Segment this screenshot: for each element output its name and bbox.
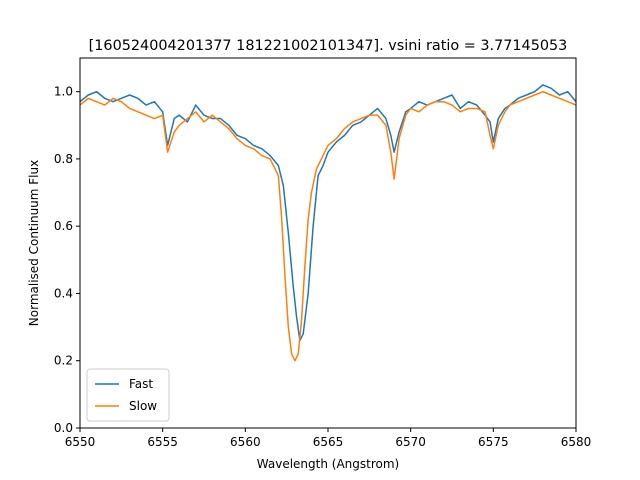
series-line-slow [79,90,577,362]
x-tick-label: 6560 [230,435,261,449]
x-axis: 6550 6555 6560 6565 6570 6575 6580 [65,428,592,449]
x-tick-label: 6575 [478,435,509,449]
legend-label-slow: Slow [129,399,157,413]
x-tick-label: 6555 [147,435,178,449]
y-axis-label: Normalised Continuum Flux [27,160,41,326]
legend: Fast Slow [86,368,170,422]
x-tick-label: 6580 [561,435,592,449]
chart-title: [160524004201377 181221002101347]. vsini… [89,38,568,54]
y-tick-label: 0.4 [54,286,73,300]
x-tick-label: 6565 [313,435,344,449]
y-tick-label: 0.2 [54,354,73,368]
y-tick-label: 0.8 [54,152,73,166]
x-tick-label: 6570 [395,435,426,449]
y-tick-label: 0.0 [54,421,73,435]
y-tick-label: 0.6 [54,219,73,233]
x-axis-label: Wavelength (Angstrom) [257,457,399,471]
legend-box [86,368,170,422]
y-axis: 0.0 0.2 0.4 0.6 0.8 1.0 [54,85,80,435]
x-tick-label: 6550 [65,435,96,449]
plot-area [79,84,577,362]
series-line-fast [79,84,577,342]
y-tick-label: 1.0 [54,85,73,99]
legend-label-fast: Fast [129,377,153,391]
